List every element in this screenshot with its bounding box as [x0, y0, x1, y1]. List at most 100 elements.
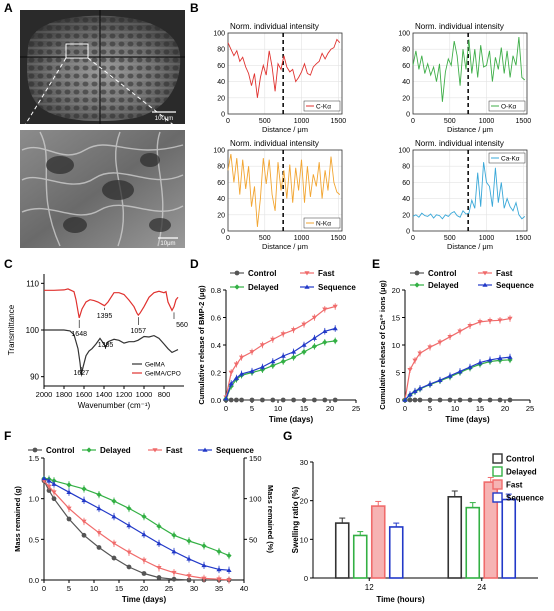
panel-letter-a: A [4, 1, 13, 15]
x-tick-label: 2000 [36, 390, 53, 399]
y-tick-label: 0.5 [29, 535, 39, 544]
x-tick-label: 24 [477, 583, 486, 592]
data-point [126, 550, 132, 555]
y-tick-label: 100 [213, 31, 225, 38]
data-point [447, 397, 453, 403]
legend-swatch [492, 492, 503, 503]
legend-label: Sequence [496, 281, 534, 290]
data-point [249, 397, 255, 403]
data-point [507, 354, 513, 359]
series-line [227, 38, 341, 98]
data-point [156, 566, 162, 571]
data-point [427, 345, 433, 350]
y-tick-label: 100 [398, 31, 410, 38]
y-tick-label-right: 50 [249, 535, 257, 544]
data-point [487, 397, 493, 403]
data-point [312, 397, 317, 403]
x-tick-label: 1000 [294, 235, 310, 242]
y-tick-label: 10 [392, 341, 400, 350]
legend-box [303, 217, 341, 229]
data-point [437, 397, 443, 403]
data-point [81, 486, 87, 492]
data-point [226, 567, 232, 573]
data-point [412, 388, 418, 393]
data-point [457, 397, 463, 403]
legend-swatch [492, 453, 503, 464]
data-point [186, 538, 192, 544]
data-point [482, 282, 488, 287]
sem-bottom-texture [21, 131, 184, 247]
y-tick-label: 60 [217, 63, 225, 70]
chart-title: Norm. individual intensity [230, 22, 319, 31]
legend-label: Control [248, 269, 276, 278]
data-point [234, 270, 240, 276]
sem-zoom-guide-right [87, 57, 181, 131]
data-point [270, 359, 276, 364]
x-tick-label: 25 [165, 584, 173, 593]
legend-label: Delayed [506, 468, 537, 477]
legend-label: Control [46, 446, 74, 455]
x-tick-label: 500 [259, 235, 271, 242]
data-point [487, 357, 493, 362]
data-point [291, 397, 296, 403]
data-point [322, 339, 328, 345]
y-tick-label: 1.0 [29, 495, 39, 504]
data-point [457, 369, 463, 374]
data-point [301, 397, 307, 403]
y-tick-label: 20 [217, 95, 225, 102]
x-tick-label: 5 [428, 404, 432, 413]
x-tick-label: 0 [411, 235, 415, 242]
data-point [477, 360, 483, 365]
legend-label: Sequence [506, 494, 544, 503]
data-point [171, 549, 177, 554]
x-tick-label: 0 [403, 404, 407, 413]
y-tick-label: 20 [300, 497, 308, 506]
data-point [477, 397, 483, 403]
data-point [234, 397, 239, 403]
panel-letter-c: C [4, 257, 13, 271]
data-point [457, 329, 463, 334]
y-tick-label: 100 [213, 148, 225, 155]
data-point [51, 481, 57, 486]
annotation-label: 560 [176, 322, 188, 329]
annotation-label: 1385 [98, 342, 114, 349]
legend-label: Control [428, 269, 456, 278]
bar [334, 522, 350, 579]
series-line [412, 36, 526, 102]
series-line [227, 154, 341, 227]
data-point [497, 355, 503, 360]
y-tick-label: 0.8 [211, 286, 221, 295]
data-point [507, 316, 513, 321]
bar [370, 505, 386, 579]
data-point [186, 574, 192, 579]
data-point [291, 349, 297, 354]
data-point [216, 567, 222, 572]
data-point [216, 577, 222, 582]
data-point [141, 558, 147, 563]
data-point [111, 541, 117, 546]
data-point [291, 328, 297, 333]
data-point [228, 381, 234, 386]
panel-letter-d: D [190, 257, 199, 271]
x-tick-label: 25 [526, 404, 534, 413]
sem-panel: 100μm 10μm [20, 10, 185, 248]
panel-letter-f: F [4, 429, 11, 443]
y-axis-label: Cumulative release of Ca²⁺ ions (μg) [378, 280, 387, 410]
data-point [171, 570, 177, 576]
x-axis-label: Distance / μm [447, 125, 493, 134]
y-tick-label: 0 [221, 229, 225, 236]
data-point [66, 516, 72, 522]
sem-zoom-box [65, 43, 89, 59]
data-point [126, 523, 132, 528]
data-point [249, 350, 255, 355]
x-tick-label: 1500 [331, 118, 347, 125]
x-tick-label: 500 [444, 235, 456, 242]
x-tick-label: 10 [451, 404, 459, 413]
data-point [301, 322, 307, 327]
y-tick-label: 80 [402, 47, 410, 54]
data-point [270, 337, 276, 342]
x-axis-label: Time (hours) [376, 595, 425, 604]
sem-bottom-dark-pores [46, 153, 171, 233]
bar [465, 506, 481, 579]
